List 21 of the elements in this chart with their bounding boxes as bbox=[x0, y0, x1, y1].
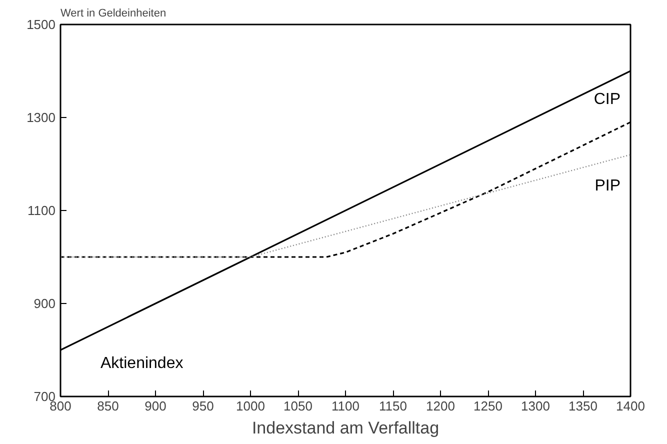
series-label: CIP bbox=[594, 91, 620, 108]
y-tick-label: 1300 bbox=[26, 110, 56, 125]
x-tick-label: 1050 bbox=[284, 398, 312, 414]
x-tick-label: 900 bbox=[144, 398, 166, 414]
x-tick-label: 1400 bbox=[616, 398, 645, 414]
y-axis-title: Wert in Geldeinheiten bbox=[60, 8, 166, 20]
x-tick-label: 850 bbox=[97, 398, 119, 414]
y-tick-label: 1500 bbox=[26, 17, 56, 32]
y-tick-label: 900 bbox=[34, 296, 56, 311]
series-label: Aktienindex bbox=[100, 355, 184, 372]
x-tick-label: 1150 bbox=[379, 398, 407, 414]
x-tick-label: 1300 bbox=[521, 398, 550, 414]
x-tick-label: 1000 bbox=[236, 398, 265, 414]
y-tick-label: 1100 bbox=[28, 203, 56, 218]
x-tick-label: 1200 bbox=[426, 398, 455, 414]
x-tick-label: 1250 bbox=[474, 398, 502, 414]
x-tick-label: 1100 bbox=[332, 398, 360, 414]
series-label: PIP bbox=[594, 178, 621, 195]
x-tick-label: 1350 bbox=[568, 398, 598, 414]
x-axis-title: Indexstand am Verfalltag bbox=[252, 418, 440, 438]
x-tick-label: 950 bbox=[192, 398, 214, 414]
